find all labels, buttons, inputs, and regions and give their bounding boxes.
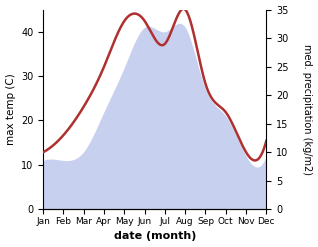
X-axis label: date (month): date (month) — [114, 231, 196, 242]
Y-axis label: max temp (C): max temp (C) — [5, 74, 16, 145]
Y-axis label: med. precipitation (kg/m2): med. precipitation (kg/m2) — [302, 44, 313, 175]
